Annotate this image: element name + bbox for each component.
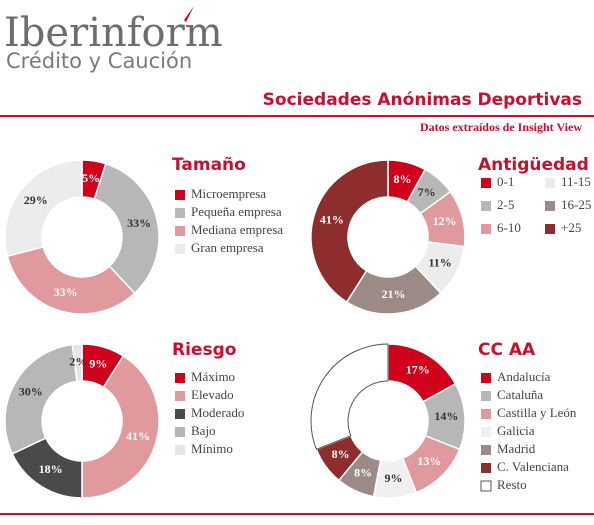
data-label: 33% [127, 216, 151, 230]
legend-label: C. Valenciana [497, 459, 569, 474]
donut-slice [6, 246, 136, 315]
data-label: 7% [418, 185, 436, 199]
data-label: 12% [433, 214, 457, 228]
data-label: 8% [354, 466, 372, 480]
legend-label: Moderado [191, 405, 244, 420]
donut-slice [310, 343, 389, 450]
legend-label: Mediana empresa [191, 222, 283, 237]
legend-label: Mínimo [191, 441, 233, 456]
chart-title: Tamaño [172, 155, 246, 175]
legend-swatch [545, 178, 555, 188]
data-label: 2% [69, 354, 87, 368]
legend-label: Pequeña empresa [191, 204, 282, 219]
brand-mark [172, 6, 194, 22]
data-label: 33% [54, 285, 78, 299]
donut-slice [81, 354, 160, 499]
legend-swatch [481, 427, 491, 437]
legend-swatch [481, 201, 491, 211]
legend-swatch [481, 463, 491, 473]
legend-swatch [481, 224, 491, 234]
legend-label: Gran empresa [191, 240, 264, 255]
data-label: 9% [89, 357, 107, 371]
data-label: 11% [428, 255, 451, 269]
legend-swatch [481, 391, 491, 401]
legend-label: Madrid [497, 441, 536, 456]
legend-swatch [175, 373, 185, 383]
donut-slice [310, 159, 389, 304]
legend-label: 2-5 [497, 197, 514, 212]
legend-swatch [481, 373, 491, 383]
donut-slice [93, 162, 160, 295]
chart-title: Riesgo [172, 340, 236, 360]
data-label: 21% [382, 287, 406, 301]
legend-swatch [175, 244, 185, 254]
legend-swatch [175, 190, 185, 200]
page-title: Sociedades Anónimas Deportivas [263, 90, 582, 110]
legend-swatch [481, 409, 491, 419]
data-label: 8% [332, 447, 350, 461]
legend-swatch [175, 445, 185, 455]
data-label: 5% [82, 171, 100, 185]
data-label: 9% [385, 471, 403, 485]
page-subtitle: Datos extraídos de Insight View [420, 120, 582, 134]
legend-label: Elevado [191, 387, 234, 402]
legend-label: 0-1 [497, 174, 514, 189]
legend-swatch [480, 480, 492, 492]
legend-swatch [175, 226, 185, 236]
legend-swatch [175, 391, 185, 401]
legend-label: Cataluña [497, 387, 543, 402]
brand-sub: Crédito y Caución [6, 49, 192, 73]
legend-label: 11-15 [561, 174, 591, 189]
chart-title: CC AA [478, 340, 536, 360]
legend-label: Máximo [191, 369, 235, 384]
legend-label: Resto [497, 477, 527, 492]
legend-swatch [481, 445, 491, 455]
legend-swatch [175, 208, 185, 218]
data-label: 13% [417, 454, 441, 468]
legend-label: +25 [561, 220, 581, 235]
legend-label: 6-10 [497, 220, 521, 235]
legend-swatch [175, 409, 185, 419]
legend-label: 16-25 [561, 197, 591, 212]
data-label: 41% [126, 429, 150, 443]
data-label: 18% [39, 462, 63, 476]
chart-title: Antigüedad [478, 155, 589, 175]
data-label: 14% [434, 409, 458, 423]
legend-label: Bajo [191, 423, 216, 438]
legend-swatch [545, 224, 555, 234]
donut-slice [4, 159, 83, 258]
legend-label: Microempresa [191, 186, 266, 201]
legend-label: Castilla y León [497, 405, 577, 420]
donut-slice [4, 343, 78, 455]
legend-label: Andalucía [497, 369, 551, 384]
donut-slice [71, 343, 83, 383]
data-label: 29% [24, 193, 48, 207]
data-label: 30% [19, 385, 43, 399]
legend-label: Galicia [497, 423, 535, 438]
legend-swatch [545, 201, 555, 211]
legend-swatch [175, 427, 185, 437]
data-label: 41% [320, 212, 344, 226]
data-label: 17% [406, 362, 430, 376]
data-label: 8% [394, 172, 412, 186]
legend-swatch [481, 178, 491, 188]
